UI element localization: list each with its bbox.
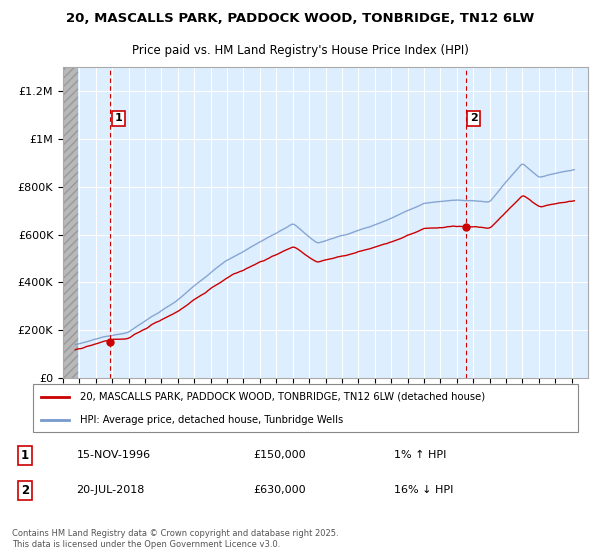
Text: 1: 1 bbox=[21, 449, 29, 462]
FancyBboxPatch shape bbox=[33, 384, 578, 432]
Text: Contains HM Land Registry data © Crown copyright and database right 2025.
This d: Contains HM Land Registry data © Crown c… bbox=[12, 529, 338, 549]
Text: £150,000: £150,000 bbox=[253, 450, 305, 460]
Text: 20-JUL-2018: 20-JUL-2018 bbox=[77, 486, 145, 496]
Text: 2: 2 bbox=[470, 114, 478, 124]
Text: Price paid vs. HM Land Registry's House Price Index (HPI): Price paid vs. HM Land Registry's House … bbox=[131, 44, 469, 57]
Text: £630,000: £630,000 bbox=[253, 486, 305, 496]
Text: 20, MASCALLS PARK, PADDOCK WOOD, TONBRIDGE, TN12 6LW (detached house): 20, MASCALLS PARK, PADDOCK WOOD, TONBRID… bbox=[80, 392, 485, 402]
Text: 20, MASCALLS PARK, PADDOCK WOOD, TONBRIDGE, TN12 6LW: 20, MASCALLS PARK, PADDOCK WOOD, TONBRID… bbox=[66, 12, 534, 25]
Text: 1: 1 bbox=[115, 114, 122, 124]
Text: HPI: Average price, detached house, Tunbridge Wells: HPI: Average price, detached house, Tunb… bbox=[80, 414, 343, 424]
Text: 2: 2 bbox=[21, 484, 29, 497]
Text: 1% ↑ HPI: 1% ↑ HPI bbox=[394, 450, 446, 460]
Text: 16% ↓ HPI: 16% ↓ HPI bbox=[394, 486, 454, 496]
Text: 15-NOV-1996: 15-NOV-1996 bbox=[77, 450, 151, 460]
Bar bbox=[63, 67, 78, 378]
